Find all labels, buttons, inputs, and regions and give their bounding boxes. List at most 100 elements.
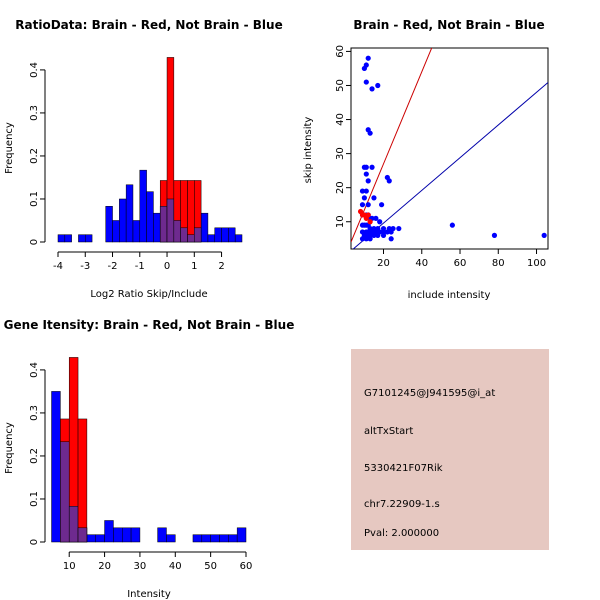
info-panel: G7101245@J941595@i_at altTxStart 5330421… [351,349,549,550]
x-tick-label: 20 [98,561,111,572]
scatter-x-axis: 20 40 60 80 100 [377,249,546,269]
bar-not-brain [104,520,114,543]
x-tick-label: 50 [204,561,217,572]
scatter-frame [350,47,549,250]
x-tick-label: 40 [169,561,182,572]
x-tick-label: 2 [218,261,224,272]
y-tick-label: 0.3 [29,105,40,121]
bar-overlap [60,441,70,543]
point-not-brain [491,232,498,238]
bar-overlap [166,198,175,243]
x-tick-label: 0 [164,261,170,272]
y-tick-label: 0.4 [29,362,40,378]
ratio-bars [57,57,243,243]
bar-not-brain [51,391,61,543]
point-not-brain [384,229,390,235]
bar-not-brain [201,534,211,543]
x-tick-label: -1 [135,261,145,272]
y-tick-label: 0.4 [29,62,40,78]
bar-not-brain [119,198,127,243]
intensity-y-axis: 0 0.1 0.2 0.3 0.4 [29,362,46,545]
y-tick-label: 60 [335,45,346,58]
bar-overlap [180,227,188,243]
x-tick-label: -2 [108,261,118,272]
point-not-brain [363,188,369,194]
point-not-brain [371,195,377,201]
point-not-brain [363,79,369,85]
x-tick-label: 40 [415,258,428,269]
point-not-brain [363,236,369,242]
ratio-x-axis: -4 -3 -2 -1 0 1 2 [53,251,225,272]
point-not-brain [375,82,381,89]
bar-not-brain [57,234,66,243]
bar-overlap [194,227,202,243]
bar-not-brain [130,527,141,543]
bar-not-brain [157,527,167,543]
point-not-brain [388,236,394,242]
point-not-brain [359,236,366,242]
intensity-y-label: Frequency [4,422,15,474]
bar-not-brain [207,234,215,243]
bar-not-brain [214,227,222,243]
intensity-histogram: Gene Itensity: Brain - Red, Not Brain - … [4,318,295,600]
bar-not-brain [236,527,247,543]
point-not-brain [369,164,375,170]
bar-not-brain [105,206,113,243]
ratio-histogram: RatioData: Brain - Red, Not Brain - Blue… [4,18,283,300]
point-not-brain [396,225,402,232]
point-not-brain [365,178,371,184]
bar-overlap [173,220,181,243]
bar-not-brain [113,527,123,543]
bar-not-brain [78,234,86,243]
scatter-y-axis: 10 20 30 40 50 60 [335,45,351,228]
point-not-brain [361,195,367,201]
bar-not-brain [146,191,154,243]
point-not-brain [449,222,455,228]
point-not-brain [363,164,369,170]
scatter-x-label: include intensity [408,290,491,301]
scatter-plot: Brain - Red, Not Brain - Blue 10 20 30 40 50… [303,18,549,301]
info-panel-background [351,349,549,550]
bar-not-brain [122,527,132,543]
genomic-location: chr7.22909-1.s [364,499,440,510]
bar-overlap [187,234,195,243]
intensity-bars [51,357,247,543]
event-type: altTxStart [364,426,413,437]
point-not-brain [380,232,387,238]
reference-line [351,48,433,243]
y-tick-label: 0 [29,539,40,545]
point-not-brain [373,215,379,221]
bar-not-brain [200,212,209,243]
ratio-y-label: Frequency [4,122,15,174]
point-not-brain [363,62,369,68]
x-tick-label: -3 [80,261,90,272]
point-not-brain [375,232,381,238]
point-not-brain [367,130,373,136]
y-tick-label: 30 [335,147,346,160]
y-tick-label: 0.3 [29,405,40,421]
bar-not-brain [166,534,176,543]
scatter-points [357,55,547,242]
ratio-chart-title: RatioData: Brain - Red, Not Brain - Blue [15,18,282,32]
bar-not-brain [234,234,243,243]
bar-overlap [68,506,79,543]
bar-not-brain [64,234,72,243]
ratio-x-label: Log2 Ratio Skip/Include [90,289,207,300]
y-tick-label: 10 [335,215,346,228]
y-tick-label: 0.2 [29,148,40,164]
point-not-brain [365,202,371,208]
bar-not-brain [86,534,96,543]
x-tick-label: 30 [134,561,147,572]
bar-overlap [159,206,168,243]
y-tick-label: 20 [335,181,346,194]
y-tick-label: 0.1 [29,491,40,507]
x-tick-label: 10 [63,561,76,572]
x-tick-label: 100 [527,258,546,269]
bar-not-brain [221,227,229,243]
point-not-brain [365,55,371,61]
point-not-brain [359,202,366,208]
scatter-title: Brain - Red, Not Brain - Blue [353,18,544,32]
reference-line [352,82,548,249]
point-not-brain [386,178,392,184]
